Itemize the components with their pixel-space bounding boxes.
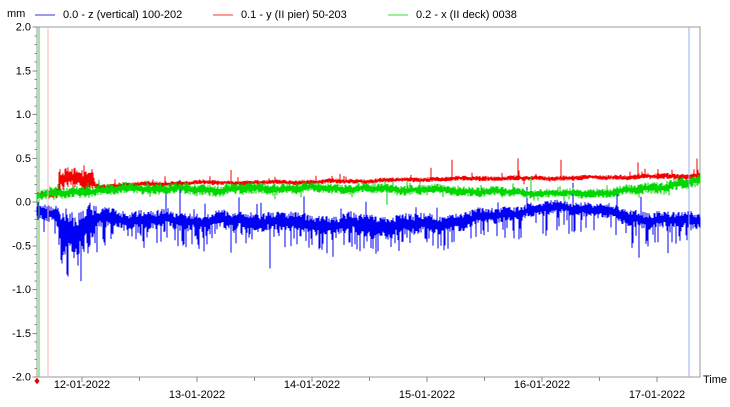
- x-tick-label: 14-01-2022: [284, 379, 340, 391]
- y-tick-label: 1.0: [16, 109, 31, 121]
- legend-swatch-red-icon: [213, 13, 233, 16]
- x-tick-label: 17-01-2022: [629, 389, 685, 401]
- x-tick-label: 15-01-2022: [399, 389, 455, 401]
- legend-label: 0.2 - x (II deck) 0038: [416, 8, 517, 21]
- start-marker-icon[interactable]: [34, 377, 40, 385]
- legend-swatch-green-icon: [388, 13, 408, 16]
- x-tick-label: 13-01-2022: [169, 389, 225, 401]
- y-tick-label: -2.0: [12, 372, 31, 384]
- legend-label: 0.1 - y (II pier) 50-203: [241, 8, 347, 21]
- y-tick-label: -1.5: [12, 328, 31, 340]
- plot-border: [36, 26, 701, 378]
- x-tick-label: 16-01-2022: [514, 379, 570, 391]
- y-tick-label: -0.5: [12, 240, 31, 252]
- x-axis-ticks: [81, 377, 658, 382]
- x-tick-label: 12-01-2022: [54, 379, 110, 391]
- y-tick-label: 1.5: [16, 65, 31, 77]
- y-axis-unit-label: mm: [7, 8, 26, 20]
- x-axis-label: Time: [703, 374, 728, 386]
- series-line-0: [36, 179, 701, 282]
- legend-item-y-pier[interactable]: 0.1 - y (II pier) 50-203: [213, 8, 347, 21]
- legend-item-x-deck[interactable]: 0.2 - x (II deck) 0038: [388, 8, 517, 21]
- series-line-2: [36, 173, 701, 205]
- legend-swatch-blue-icon: [35, 13, 55, 16]
- y-axis-ticks: [32, 26, 37, 378]
- y-tick-label: -1.0: [12, 284, 31, 296]
- y-tick-label: 0.5: [16, 153, 31, 165]
- y-tick-label: 2.0: [16, 22, 31, 34]
- legend-label: 0.0 - z (vertical) 100-202: [63, 8, 183, 21]
- legend-item-z-vertical[interactable]: 0.0 - z (vertical) 100-202: [35, 8, 182, 21]
- y-tick-label: 0.0: [16, 197, 31, 209]
